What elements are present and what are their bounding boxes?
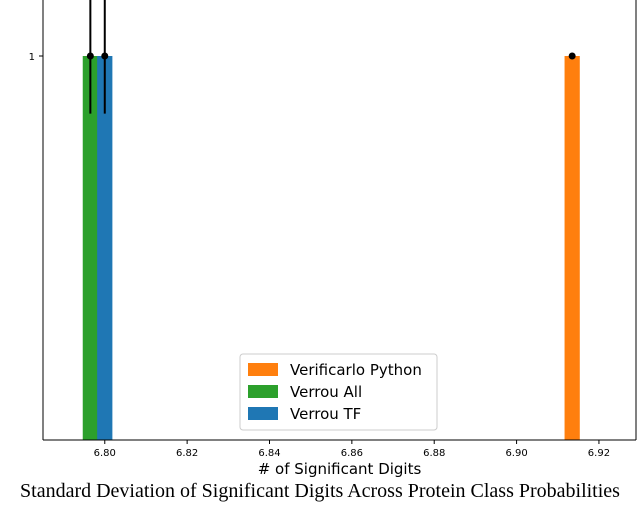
bar-1: [82, 56, 98, 440]
errorbar-marker-0: [568, 52, 576, 60]
legend-label-2: Verrou TF: [290, 405, 361, 423]
errorbar-marker-2: [101, 52, 109, 60]
errorbars-layer: [86, 0, 576, 114]
axes: [42, 0, 637, 441]
legend-label-0: Verificarlo Python: [290, 361, 422, 379]
x-tick-label-5: 6.90: [505, 448, 527, 459]
legend-label-1: Verrou All: [290, 383, 362, 401]
legend-swatch-2: [248, 407, 278, 420]
x-tick-label-3: 6.86: [341, 448, 363, 459]
legend-box: [239, 353, 438, 431]
bar-0: [564, 56, 580, 440]
legend-swatch-1: [248, 385, 278, 398]
bars-layer: [82, 56, 580, 440]
x-tick-label-2: 6.84: [258, 448, 280, 459]
x-tick-label-1: 6.82: [176, 448, 198, 459]
x-tick-label-0: 6.80: [94, 448, 116, 459]
x-ticks: 6.80 6.82 6.84 6.86 6.88 6.90 6.92: [94, 440, 610, 459]
figure-caption: Standard Deviation of Significant Digits…: [20, 480, 620, 502]
legend-swatch-0: [248, 363, 278, 376]
y-ticks: 1: [29, 52, 43, 63]
bar-2: [97, 56, 113, 440]
legend: Verificarlo Python Verrou All Verrou TF: [239, 353, 438, 431]
y-tick-label-0: 1: [29, 52, 35, 63]
errorbar-marker-1: [86, 52, 94, 60]
x-tick-label-6: 6.92: [588, 448, 610, 459]
x-axis-label: # of Significant Digits: [258, 460, 422, 478]
x-tick-label-4: 6.88: [423, 448, 445, 459]
